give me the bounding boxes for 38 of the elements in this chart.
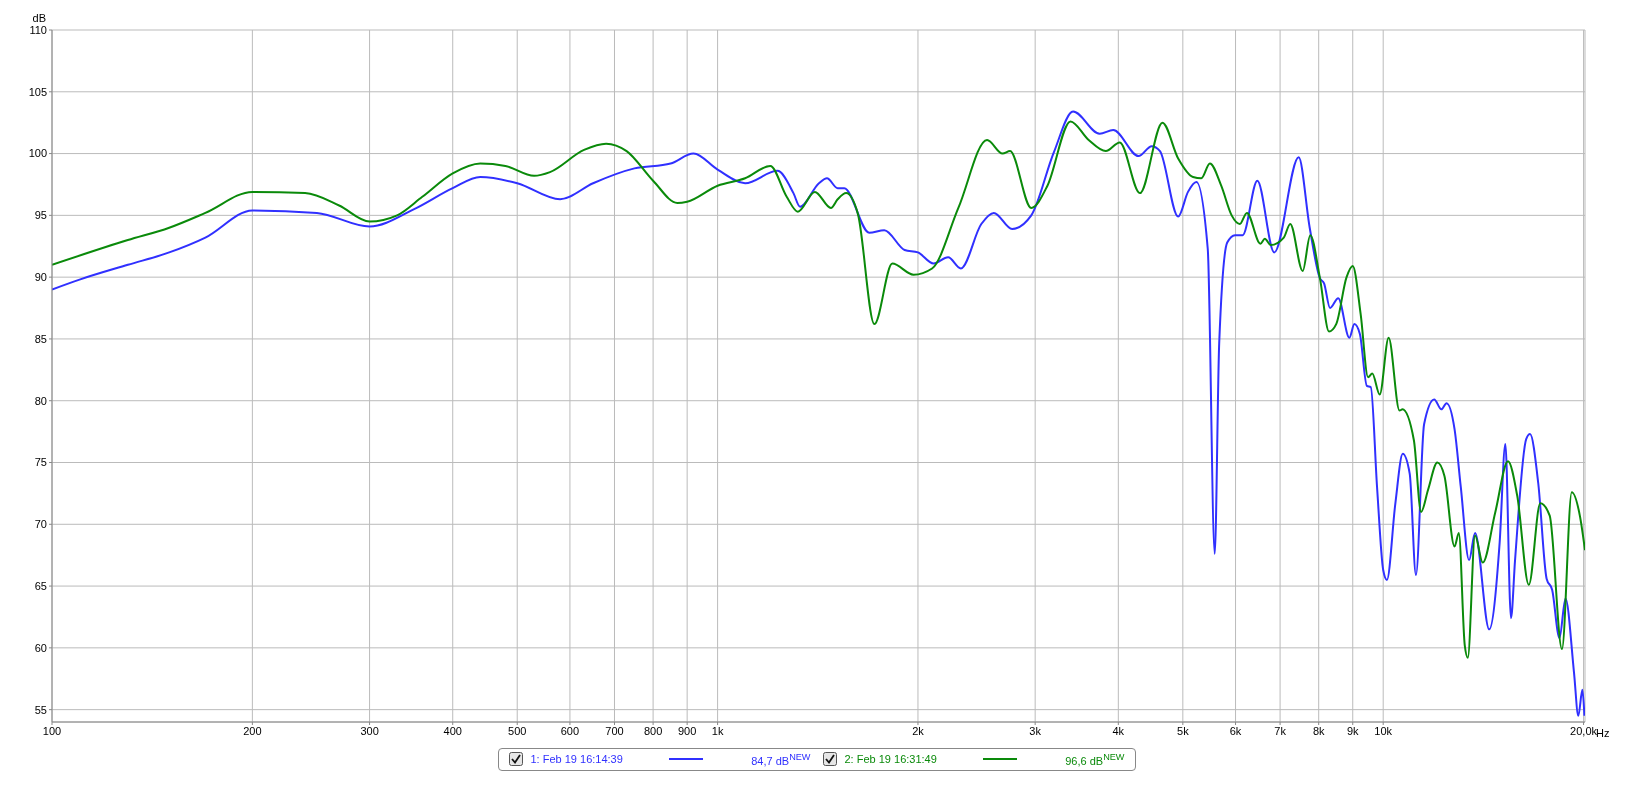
y-tick-label: 70 [34, 518, 47, 531]
text: 84,7 dB$^{NEW}$ [751, 752, 811, 767]
x-tick-label: 2k [912, 724, 925, 737]
x-axis-title: Hz [1596, 727, 1610, 739]
x-tick-label: 400 [443, 724, 462, 737]
y-tick-label: 55 [34, 703, 47, 716]
text: 1: Feb 19 16:14:39 [530, 753, 624, 766]
x-tick-label: 1k [711, 724, 724, 737]
y-tick-label: 60 [34, 641, 47, 654]
x-tick-label: 3k [1029, 724, 1042, 737]
x-tick-label: 700 [605, 724, 624, 737]
x-tick-label: 6k [1229, 724, 1242, 737]
x-tick-label: 10k [1374, 724, 1393, 737]
text: 2: Feb 19 16:31:49 [844, 753, 938, 766]
y-tick-label: 85 [34, 332, 47, 345]
x-tick-label: 8k [1312, 724, 1325, 737]
x-tick-label: 20,0k [1570, 724, 1598, 737]
y-tick-label: 100 [28, 147, 47, 160]
x-tick-label: 800 [643, 724, 663, 737]
x-tick-label: 4k [1112, 724, 1125, 737]
y-tick-label: 80 [34, 394, 47, 407]
x-tick-label: 100 [42, 724, 62, 737]
x-tick-label: 600 [560, 724, 580, 737]
y-tick-label: 75 [34, 456, 47, 469]
y-tick-label: 65 [34, 579, 47, 592]
x-tick-label: 200 [243, 724, 262, 737]
y-tick-label: 95 [34, 209, 47, 222]
y-tick-label: 90 [34, 271, 47, 284]
x-tick-label: 9k [1346, 724, 1360, 737]
y-tick-label: 105 [28, 85, 47, 98]
x-tick-label: 900 [677, 724, 697, 737]
y-axis-title: dB [32, 12, 46, 24]
y-tick-label: 110 [29, 23, 47, 36]
x-tick-label: 300 [360, 724, 379, 737]
x-tick-label: 500 [508, 724, 527, 737]
text: 96,6 dB$^{NEW}$ [1065, 752, 1125, 767]
x-tick-label: 5k [1177, 724, 1190, 737]
x-tick-label: 7k [1274, 724, 1287, 737]
